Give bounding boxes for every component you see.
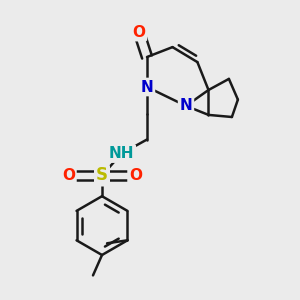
Text: N: N	[180, 98, 192, 113]
Text: O: O	[62, 168, 75, 183]
Text: NH: NH	[109, 146, 134, 161]
Text: N: N	[141, 80, 153, 94]
Text: O: O	[132, 25, 146, 40]
Text: O: O	[129, 168, 142, 183]
Text: S: S	[96, 167, 108, 184]
